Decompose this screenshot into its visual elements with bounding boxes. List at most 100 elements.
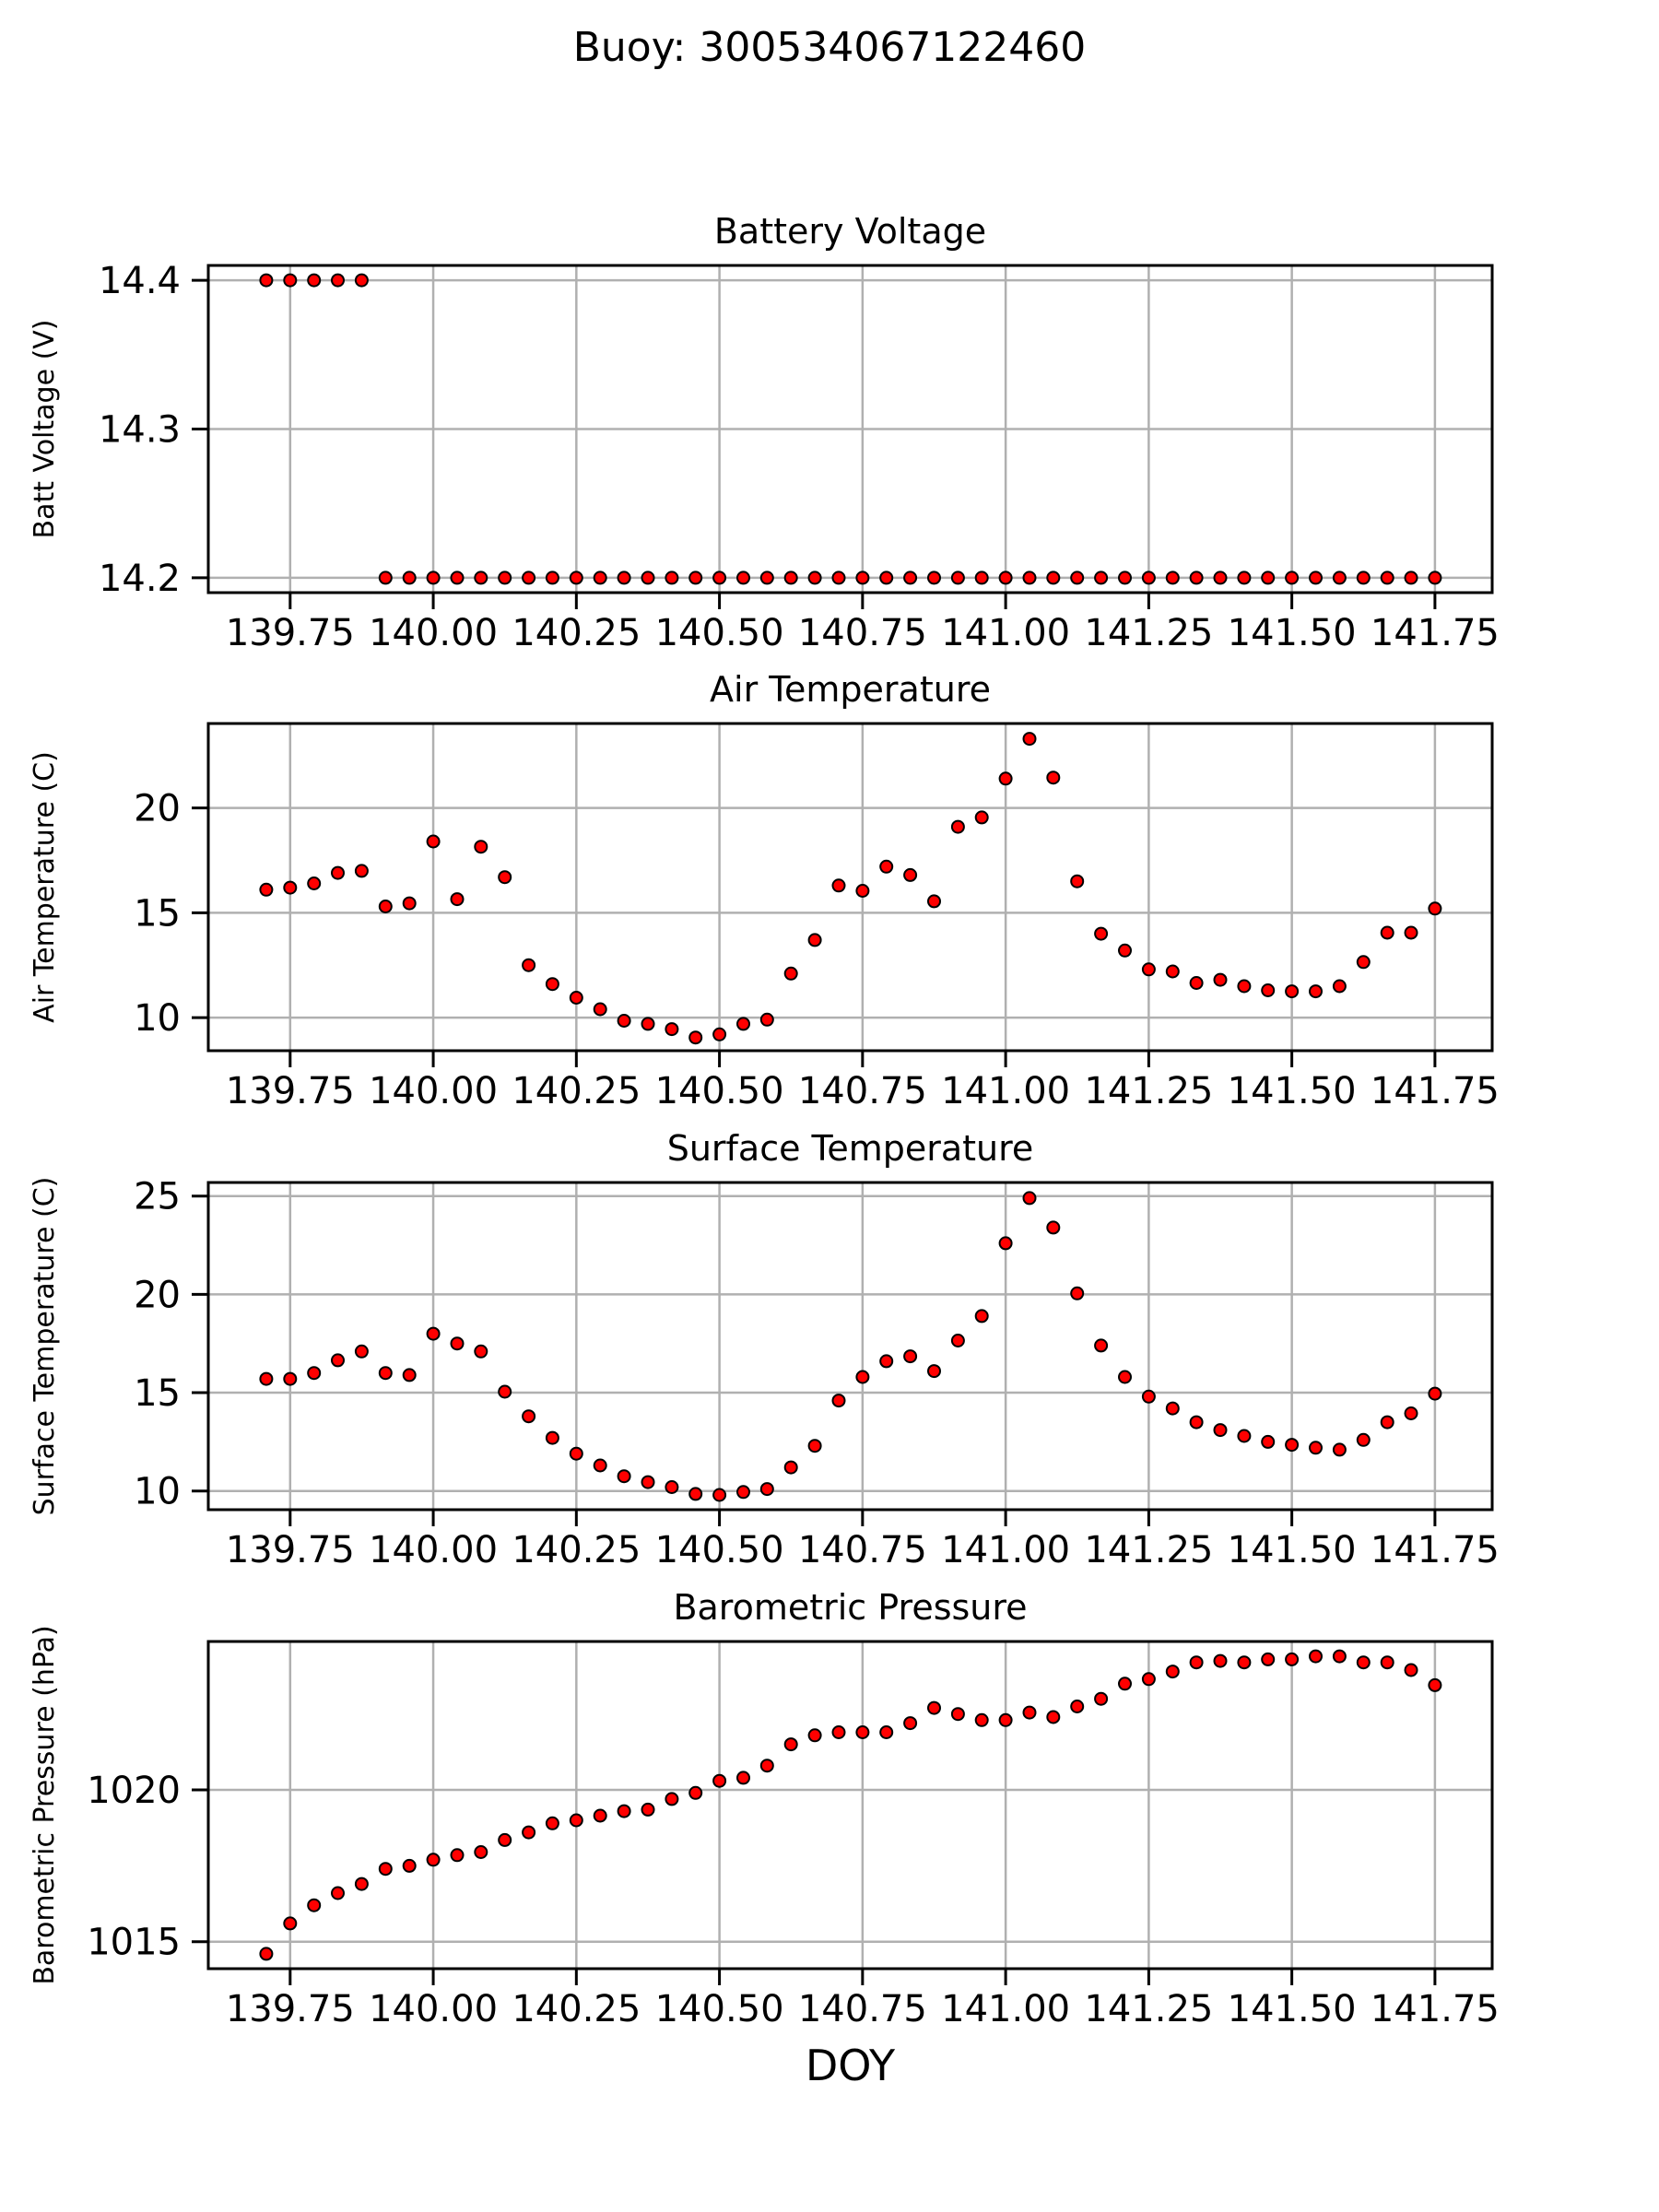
data-point: [855, 1725, 870, 1739]
x-tick-label: 141.75: [1371, 612, 1500, 654]
data-point: [1022, 571, 1037, 585]
data-point: [879, 1725, 894, 1739]
data-point: [426, 1853, 441, 1867]
x-tick-label: 140.50: [655, 1988, 784, 2030]
x-tick-label: 141.50: [1228, 1529, 1357, 1571]
data-point: [1285, 1438, 1300, 1453]
data-point: [1094, 926, 1109, 941]
data-point: [831, 878, 846, 893]
data-point: [641, 571, 655, 585]
x-tick-label: 141.75: [1371, 1529, 1500, 1571]
data-point: [1213, 1653, 1228, 1668]
data-point: [831, 1725, 846, 1739]
data-point: [259, 1371, 274, 1386]
y-tick-label: 10: [134, 997, 181, 1040]
x-tick-label: 141.00: [941, 612, 1070, 654]
data-point: [879, 859, 894, 874]
data-point: [1189, 1415, 1204, 1430]
data-point: [807, 571, 822, 585]
data-point: [903, 867, 918, 882]
data-point: [307, 1898, 322, 1912]
data-point: [1022, 732, 1037, 747]
x-tick-label: 139.75: [226, 1529, 355, 1571]
x-tick-label: 141.25: [1084, 1070, 1213, 1112]
data-point: [593, 1808, 607, 1823]
x-tick-label: 141.75: [1371, 1070, 1500, 1112]
gridlines: [208, 265, 1492, 593]
y-tick-label: 14.2: [99, 558, 181, 600]
x-tick-label: 140.50: [655, 612, 784, 654]
data-point: [378, 900, 393, 913]
data-point: [855, 1370, 870, 1384]
data-point: [593, 571, 607, 585]
data-point: [426, 1326, 441, 1341]
data-point: [974, 1712, 989, 1727]
data-point: [688, 1785, 703, 1800]
data-point: [927, 1700, 941, 1715]
data-point: [974, 571, 989, 585]
data-point: [1165, 1665, 1180, 1679]
x-tick-label: 140.50: [655, 1529, 784, 1571]
y-axis-label: Barometric Pressure (hPa): [29, 1625, 61, 1984]
data-point: [688, 571, 703, 585]
y-tick-label: 14.4: [99, 260, 181, 302]
data-point: [1380, 1655, 1394, 1670]
y-axis-label: Air Temperature (C): [29, 751, 61, 1023]
data-point: [1046, 571, 1061, 585]
data-point: [617, 1014, 631, 1028]
data-point: [1380, 1415, 1394, 1430]
data-point: [569, 1446, 583, 1461]
data-point: [1189, 976, 1204, 990]
plot-box: [206, 722, 1494, 1053]
data-point: [1332, 571, 1347, 585]
subplot-title: Surface Temperature: [667, 1128, 1034, 1169]
data-point: [331, 1353, 345, 1368]
subplot-title: Air Temperature: [710, 669, 991, 710]
x-tick-label: 141.25: [1084, 1988, 1213, 2030]
x-tick-label: 140.25: [512, 1988, 641, 2030]
data-point: [1261, 1434, 1276, 1449]
data-point: [474, 840, 488, 854]
data-point: [1356, 955, 1371, 970]
data-point: [950, 1707, 965, 1722]
data-point: [641, 1475, 655, 1489]
x-tick-label: 140.25: [512, 1070, 641, 1112]
data-point: [736, 1771, 750, 1785]
data-point: [1070, 1700, 1085, 1713]
y-tick-label: 20: [134, 788, 181, 830]
y-tick-label: 14.3: [99, 409, 181, 452]
y-axis: 10 15 20: [134, 788, 208, 1040]
data-point: [1237, 979, 1252, 994]
x-axis-label: DOY: [806, 2041, 896, 2090]
data-point: [283, 1371, 298, 1386]
data-point: [1285, 1652, 1300, 1666]
data-point: [1070, 1286, 1085, 1300]
data-point: [665, 1792, 679, 1806]
data-point: [903, 1716, 918, 1731]
data-point: [307, 1366, 322, 1381]
data-point: [569, 571, 583, 585]
x-tick-label: 141.25: [1084, 1529, 1213, 1571]
data-point: [1118, 1677, 1132, 1691]
data-point: [545, 1816, 559, 1830]
data-point: [1237, 1429, 1252, 1443]
data-point: [307, 273, 322, 288]
subplot-title: Battery Voltage: [714, 211, 986, 252]
x-tick-label: 141.25: [1084, 612, 1213, 654]
y-axis: 14.2 14.3 14.4: [99, 260, 208, 600]
data-point: [522, 571, 536, 585]
data-point: [783, 966, 798, 981]
x-tick-label: 140.00: [369, 1070, 498, 1112]
x-axis: 139.75 140.00 140.25 140.50 140.75 141.00 141.…: [226, 1510, 1500, 1571]
subplot-title: Barometric Pressure: [673, 1587, 1027, 1628]
x-tick-label: 140.00: [369, 1988, 498, 2030]
gridlines: [208, 1641, 1492, 1969]
data-point: [1046, 1710, 1061, 1724]
data-point: [1309, 1649, 1323, 1664]
data-point: [688, 1030, 703, 1045]
data-point: [1332, 979, 1347, 994]
data-point: [331, 865, 345, 880]
data-point: [1070, 874, 1085, 888]
x-tick-label: 140.00: [369, 1529, 498, 1571]
